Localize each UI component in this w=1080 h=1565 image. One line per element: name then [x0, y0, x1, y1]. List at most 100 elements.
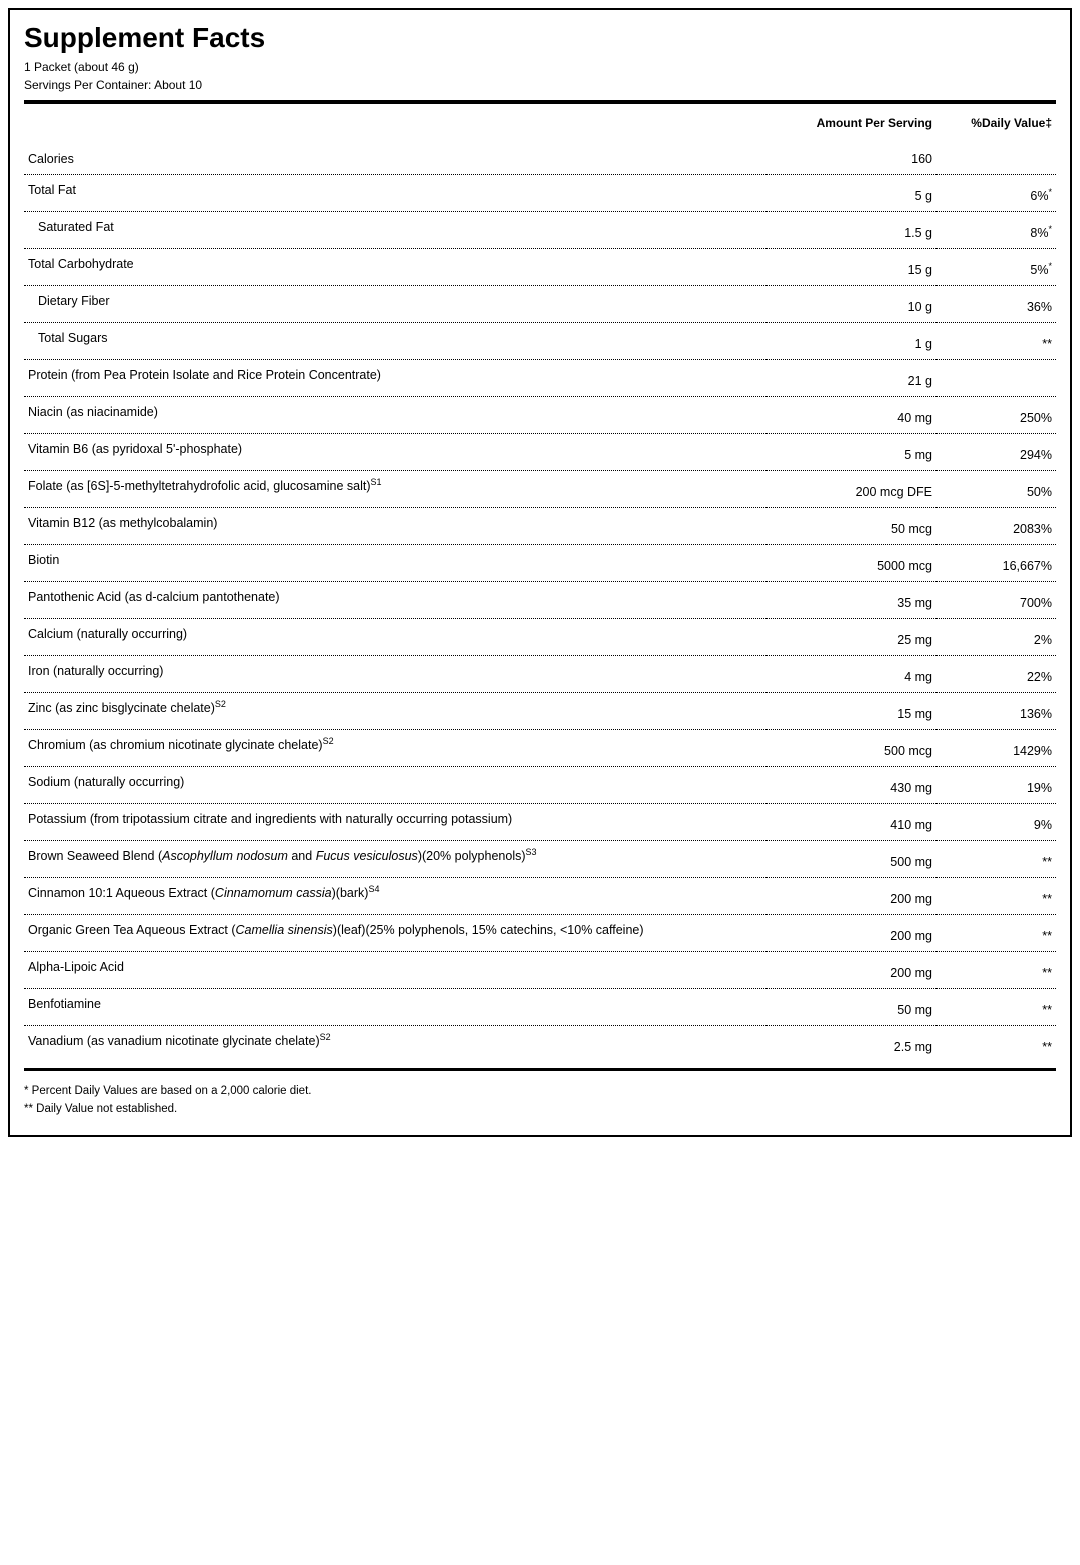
nutrient-name: Saturated Fat [24, 212, 766, 249]
nutrient-dv: ** [936, 915, 1056, 952]
nutrient-amount: 200 mg [766, 915, 936, 952]
nutrient-name: Total Sugars [24, 323, 766, 360]
nutrient-name: Vanadium (as vanadium nicotinate glycina… [24, 1026, 766, 1063]
nutrient-name: Pantothenic Acid (as d-calcium pantothen… [24, 582, 766, 619]
nutrient-dv: 36% [936, 286, 1056, 323]
panel-title: Supplement Facts [24, 22, 1056, 54]
table-row: Alpha-Lipoic Acid200 mg** [24, 952, 1056, 989]
nutrient-name: Dietary Fiber [24, 286, 766, 323]
footnote: * Percent Daily Values are based on a 2,… [24, 1085, 1056, 1097]
table-row: Biotin5000 mcg16,667% [24, 545, 1056, 582]
nutrient-amount: 40 mg [766, 397, 936, 434]
nutrient-amount: 410 mg [766, 804, 936, 841]
table-row: Vanadium (as vanadium nicotinate glycina… [24, 1026, 1056, 1063]
nutrient-dv: ** [936, 989, 1056, 1026]
nutrient-name: Biotin [24, 545, 766, 582]
nutrient-amount: 21 g [766, 360, 936, 397]
table-row: Total Sugars1 g** [24, 323, 1056, 360]
footnotes: * Percent Daily Values are based on a 2,… [24, 1085, 1056, 1115]
nutrient-amount: 200 mg [766, 878, 936, 915]
nutrient-name: Potassium (from tripotassium citrate and… [24, 804, 766, 841]
nutrient-amount: 1 g [766, 323, 936, 360]
table-row: Niacin (as niacinamide)40 mg250% [24, 397, 1056, 434]
nutrient-name: Niacin (as niacinamide) [24, 397, 766, 434]
nutrient-dv: 1429% [936, 730, 1056, 767]
nutrient-name: Sodium (naturally occurring) [24, 767, 766, 804]
col-dv-header: %Daily Value‡ [936, 104, 1056, 136]
col-name-header [24, 104, 766, 136]
nutrient-dv: ** [936, 952, 1056, 989]
table-row: Total Fat5 g6%* [24, 175, 1056, 212]
bottom-rule [24, 1068, 1056, 1071]
nutrient-amount: 50 mg [766, 989, 936, 1026]
table-row: Chromium (as chromium nicotinate glycina… [24, 730, 1056, 767]
nutrient-dv: 2083% [936, 508, 1056, 545]
facts-table: Amount Per Serving %Daily Value‡ Calorie… [24, 104, 1056, 1062]
nutrient-dv: ** [936, 841, 1056, 878]
supplement-facts-panel: Supplement Facts 1 Packet (about 46 g) S… [8, 8, 1072, 1137]
serving-size: 1 Packet (about 46 g) [24, 58, 1056, 76]
nutrient-dv: 136% [936, 693, 1056, 730]
table-row: Sodium (naturally occurring)430 mg19% [24, 767, 1056, 804]
table-row: Vitamin B12 (as methylcobalamin)50 mcg20… [24, 508, 1056, 545]
nutrient-dv: 16,667% [936, 545, 1056, 582]
nutrient-dv: ** [936, 323, 1056, 360]
nutrient-amount: 15 mg [766, 693, 936, 730]
nutrient-dv: ** [936, 878, 1056, 915]
table-row: Calcium (naturally occurring)25 mg2% [24, 619, 1056, 656]
nutrient-name: Chromium (as chromium nicotinate glycina… [24, 730, 766, 767]
nutrient-amount: 200 mg [766, 952, 936, 989]
table-row: Iron (naturally occurring)4 mg22% [24, 656, 1056, 693]
nutrient-dv: 2% [936, 619, 1056, 656]
nutrient-name: Organic Green Tea Aqueous Extract (Camel… [24, 915, 766, 952]
nutrient-amount: 500 mg [766, 841, 936, 878]
nutrient-name: Protein (from Pea Protein Isolate and Ri… [24, 360, 766, 397]
nutrient-amount: 25 mg [766, 619, 936, 656]
nutrient-name: Alpha-Lipoic Acid [24, 952, 766, 989]
nutrient-name: Vitamin B6 (as pyridoxal 5'-phosphate) [24, 434, 766, 471]
table-row: Pantothenic Acid (as d-calcium pantothen… [24, 582, 1056, 619]
nutrient-name: Vitamin B12 (as methylcobalamin) [24, 508, 766, 545]
table-row: Dietary Fiber10 g36% [24, 286, 1056, 323]
nutrient-dv: 6%* [936, 175, 1056, 212]
nutrient-name: Iron (naturally occurring) [24, 656, 766, 693]
nutrient-dv: 294% [936, 434, 1056, 471]
nutrient-dv: ** [936, 1026, 1056, 1063]
table-row: Vitamin B6 (as pyridoxal 5'-phosphate)5 … [24, 434, 1056, 471]
table-row: Potassium (from tripotassium citrate and… [24, 804, 1056, 841]
footnote: ** Daily Value not established. [24, 1103, 1056, 1115]
servings-per-container: Servings Per Container: About 10 [24, 76, 1056, 94]
nutrient-name: Calories [24, 136, 766, 175]
col-amount-header: Amount Per Serving [766, 104, 936, 136]
nutrient-amount: 200 mcg DFE [766, 471, 936, 508]
nutrient-name: Total Carbohydrate [24, 249, 766, 286]
nutrient-dv [936, 136, 1056, 175]
nutrient-dv: 250% [936, 397, 1056, 434]
table-row: Organic Green Tea Aqueous Extract (Camel… [24, 915, 1056, 952]
serving-info: 1 Packet (about 46 g) Servings Per Conta… [24, 58, 1056, 94]
table-row: Folate (as [6S]-5-methyltetrahydrofolic … [24, 471, 1056, 508]
nutrient-amount: 5 g [766, 175, 936, 212]
table-row: Calories160 [24, 136, 1056, 175]
nutrient-dv: 700% [936, 582, 1056, 619]
table-header-row: Amount Per Serving %Daily Value‡ [24, 104, 1056, 136]
nutrient-amount: 15 g [766, 249, 936, 286]
nutrient-amount: 160 [766, 136, 936, 175]
nutrient-name: Zinc (as zinc bisglycinate chelate)S2 [24, 693, 766, 730]
table-row: Protein (from Pea Protein Isolate and Ri… [24, 360, 1056, 397]
table-row: Total Carbohydrate15 g5%* [24, 249, 1056, 286]
nutrient-amount: 5000 mcg [766, 545, 936, 582]
nutrient-dv [936, 360, 1056, 397]
nutrient-amount: 5 mg [766, 434, 936, 471]
nutrient-name: Benfotiamine [24, 989, 766, 1026]
nutrient-dv: 50% [936, 471, 1056, 508]
table-row: Brown Seaweed Blend (Ascophyllum nodosum… [24, 841, 1056, 878]
nutrient-amount: 430 mg [766, 767, 936, 804]
nutrient-name: Total Fat [24, 175, 766, 212]
table-row: Saturated Fat1.5 g8%* [24, 212, 1056, 249]
nutrient-name: Calcium (naturally occurring) [24, 619, 766, 656]
nutrient-name: Cinnamon 10:1 Aqueous Extract (Cinnamomu… [24, 878, 766, 915]
nutrient-dv: 8%* [936, 212, 1056, 249]
nutrient-amount: 1.5 g [766, 212, 936, 249]
nutrient-dv: 9% [936, 804, 1056, 841]
